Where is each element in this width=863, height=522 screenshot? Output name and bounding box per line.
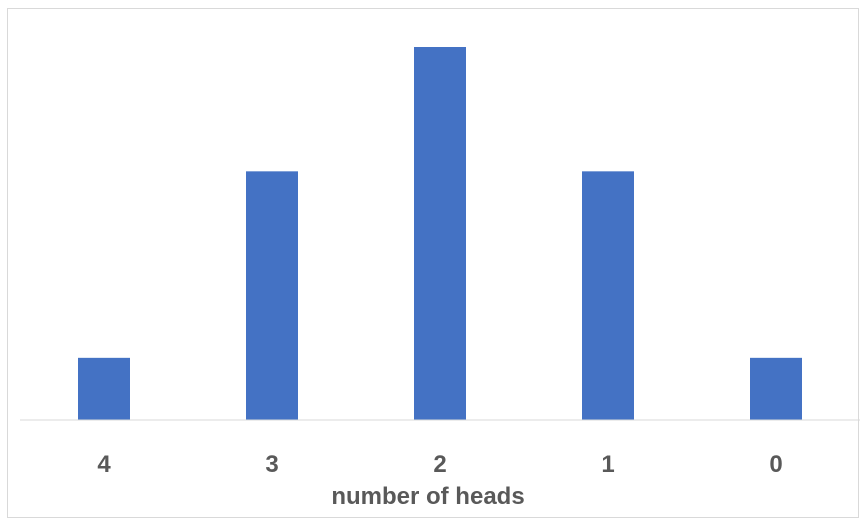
x-tick-label-3: 3: [265, 451, 278, 478]
bars-group: [78, 47, 802, 420]
bar-chart: 4 3 2 1 0 number of heads: [20, 47, 860, 510]
x-tick-label-1: 1: [601, 451, 614, 478]
x-tick-labels: 4 3 2 1 0: [97, 451, 782, 478]
bar-0: [750, 357, 802, 420]
bar-4: [78, 357, 130, 420]
x-tick-label-0: 0: [769, 451, 782, 478]
x-axis-title: number of heads: [331, 483, 524, 510]
bar-2: [414, 47, 466, 420]
bar-1: [582, 171, 634, 420]
bar-3: [246, 171, 298, 420]
chart-frame: 4 3 2 1 0 number of heads: [7, 8, 860, 518]
x-tick-label-4: 4: [97, 451, 111, 478]
x-tick-label-2: 2: [433, 451, 446, 478]
